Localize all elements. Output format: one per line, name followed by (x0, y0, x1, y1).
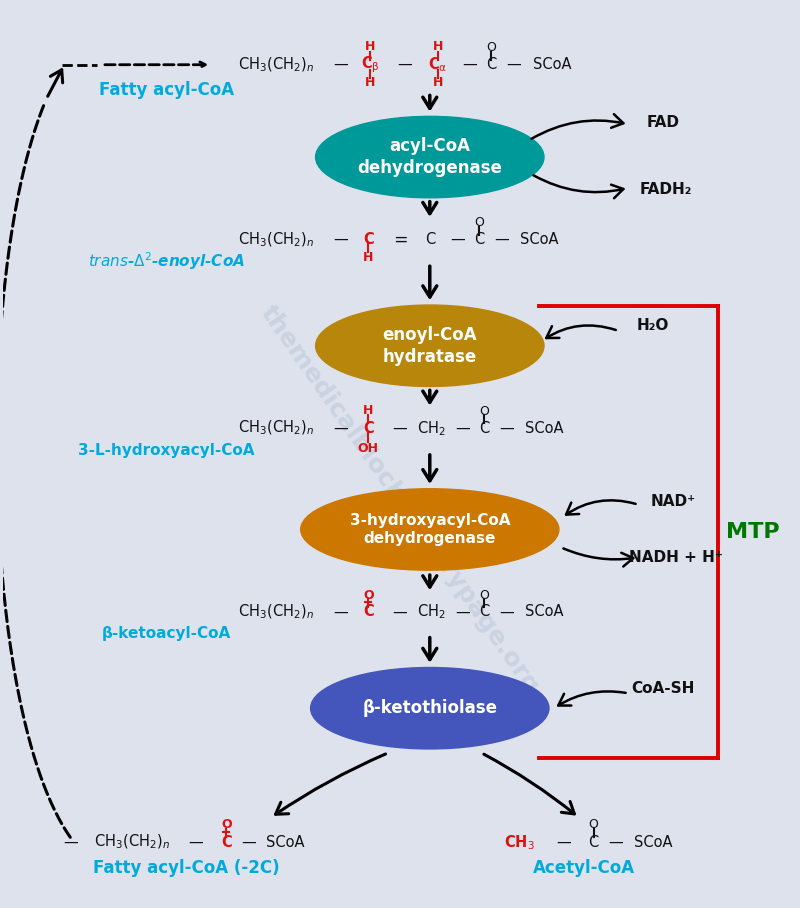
Text: —: — (450, 232, 465, 247)
Text: C: C (363, 232, 374, 247)
Text: themedicalbiochemistrypage.org: themedicalbiochemistrypage.org (256, 301, 544, 698)
Text: C: C (363, 605, 374, 619)
Text: C: C (221, 834, 231, 850)
Text: MTP: MTP (726, 522, 779, 542)
Text: —: — (499, 605, 514, 619)
Text: C$_\mathsf{\beta}$: C$_\mathsf{\beta}$ (361, 54, 379, 75)
Text: —: — (333, 232, 348, 247)
Text: H: H (365, 76, 375, 89)
Ellipse shape (315, 116, 544, 198)
Text: 3-L-hydroxyacyl-CoA: 3-L-hydroxyacyl-CoA (78, 442, 255, 458)
Text: O: O (479, 588, 490, 601)
Text: H: H (433, 40, 443, 54)
Text: —: — (462, 57, 477, 73)
Text: CH$_3$(CH$_2$)$_n$: CH$_3$(CH$_2$)$_n$ (238, 55, 314, 74)
Ellipse shape (315, 305, 544, 387)
Text: =: = (393, 231, 407, 249)
Text: O: O (589, 818, 598, 831)
Text: —: — (393, 420, 407, 436)
Text: O: O (486, 42, 496, 54)
Text: 3-hydroxyacyl-CoA
dehydrogenase: 3-hydroxyacyl-CoA dehydrogenase (350, 513, 510, 547)
Ellipse shape (310, 667, 549, 749)
Text: β-ketoacyl-CoA: β-ketoacyl-CoA (102, 627, 231, 641)
Text: —: — (557, 834, 571, 850)
Text: CH$_3$(CH$_2$)$_n$: CH$_3$(CH$_2$)$_n$ (94, 833, 170, 852)
Text: C: C (486, 57, 497, 73)
Text: O: O (221, 818, 231, 831)
Text: C: C (474, 232, 485, 247)
Text: FADH₂: FADH₂ (640, 183, 692, 197)
Text: Fatty acyl-CoA: Fatty acyl-CoA (99, 81, 234, 99)
Text: CH$_3$(CH$_2$)$_n$: CH$_3$(CH$_2$)$_n$ (238, 603, 314, 621)
Text: —: — (398, 57, 412, 73)
Text: β-ketothiolase: β-ketothiolase (362, 699, 498, 717)
Text: O: O (474, 216, 484, 229)
Text: SCoA: SCoA (533, 57, 571, 73)
Text: FAD: FAD (646, 114, 680, 130)
Text: H: H (363, 251, 374, 264)
Text: C: C (589, 834, 598, 850)
Text: $\mathit{trans}$-$\Delta^2$-enoyl-CoA: $\mathit{trans}$-$\Delta^2$-enoyl-CoA (88, 251, 245, 272)
Text: C: C (479, 605, 490, 619)
Ellipse shape (301, 489, 559, 570)
Text: C: C (479, 420, 490, 436)
Text: CH$_2$: CH$_2$ (418, 419, 446, 438)
Text: C$_\mathsf{\alpha}$: C$_\mathsf{\alpha}$ (428, 55, 447, 74)
Text: —: — (242, 834, 257, 850)
Text: —: — (455, 420, 470, 436)
Text: H: H (365, 40, 375, 54)
Text: NAD⁺: NAD⁺ (650, 494, 696, 509)
Text: enoyl-CoA
hydratase: enoyl-CoA hydratase (382, 326, 477, 366)
Text: acyl-CoA
dehydrogenase: acyl-CoA dehydrogenase (358, 137, 502, 177)
Text: SCoA: SCoA (520, 232, 558, 247)
Text: Acetyl-CoA: Acetyl-CoA (533, 859, 634, 877)
Text: CoA-SH: CoA-SH (631, 681, 695, 696)
Text: SCoA: SCoA (634, 834, 673, 850)
Text: C: C (363, 420, 374, 436)
Text: CH$_3$(CH$_2$)$_n$: CH$_3$(CH$_2$)$_n$ (238, 419, 314, 438)
Text: Fatty acyl-CoA (-2C): Fatty acyl-CoA (-2C) (93, 859, 280, 877)
Text: O: O (363, 588, 374, 601)
Text: OH: OH (358, 441, 378, 455)
Text: H: H (363, 404, 374, 417)
Text: H₂O: H₂O (637, 319, 670, 333)
Text: —: — (333, 605, 348, 619)
Text: —: — (333, 420, 348, 436)
Text: —: — (188, 834, 203, 850)
Text: —: — (63, 834, 78, 850)
Text: NADH + H⁺: NADH + H⁺ (629, 549, 723, 565)
Text: CH$_2$: CH$_2$ (418, 603, 446, 621)
Text: CH$_3$: CH$_3$ (504, 833, 534, 852)
Text: —: — (499, 420, 514, 436)
Text: —: — (455, 605, 470, 619)
Text: —: — (393, 605, 407, 619)
Text: —: — (608, 834, 623, 850)
Text: SCoA: SCoA (525, 420, 563, 436)
Text: SCoA: SCoA (525, 605, 563, 619)
Text: H: H (433, 76, 443, 89)
Text: C: C (425, 232, 435, 247)
Text: CH$_3$(CH$_2$)$_n$: CH$_3$(CH$_2$)$_n$ (238, 231, 314, 249)
Text: SCoA: SCoA (266, 834, 304, 850)
Text: O: O (479, 405, 490, 418)
Text: —: — (494, 232, 509, 247)
Text: —: — (333, 57, 348, 73)
Text: —: — (506, 57, 521, 73)
